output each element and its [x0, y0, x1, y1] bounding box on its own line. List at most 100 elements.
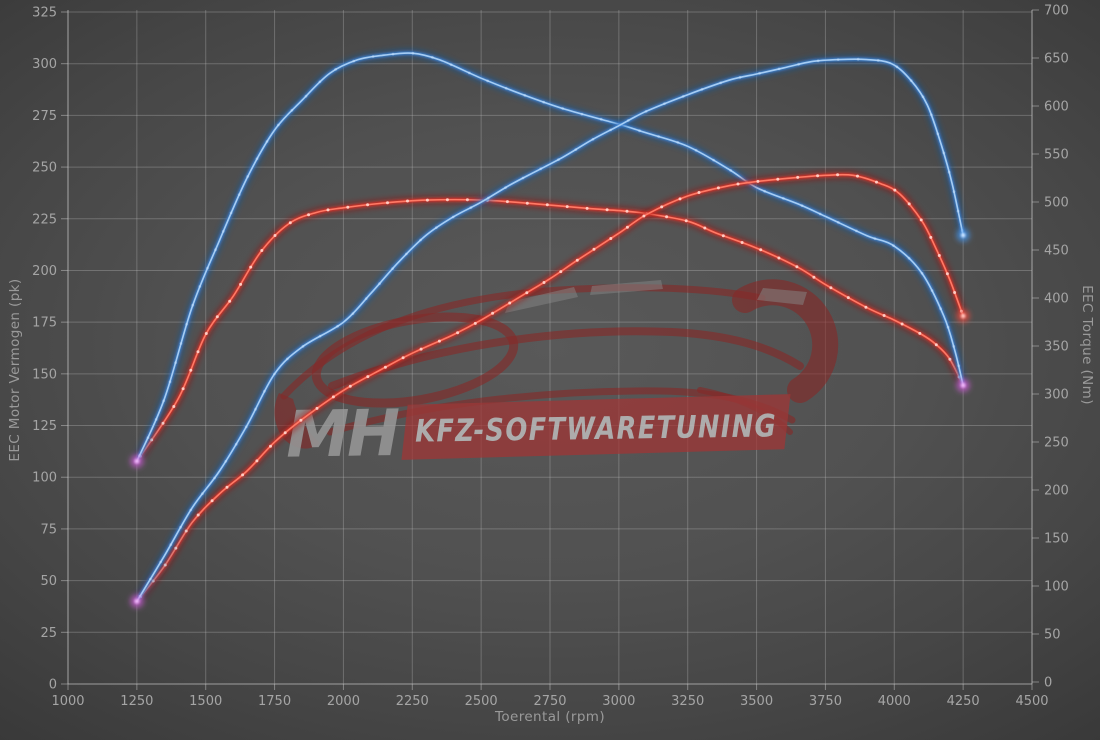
- power-original-marker-dot: [559, 270, 563, 274]
- y-right-tick-label: 350: [1044, 340, 1069, 355]
- y-left-tick-label: 125: [32, 419, 57, 434]
- y-right-tick-label: 400: [1044, 292, 1069, 307]
- power-tuned-marker-dot: [213, 476, 217, 480]
- torque-tuned-marker-dot: [431, 56, 434, 59]
- power-tuned-marker-dot: [539, 167, 543, 171]
- power-tuned-marker-dot: [189, 508, 193, 512]
- power-tuned-marker-dot: [719, 81, 723, 85]
- power-tuned-marker-dot: [591, 137, 595, 141]
- power-tuned-line: [136, 58, 964, 603]
- power-tuned-marker-dot: [816, 59, 820, 63]
- torque-original-marker-dot: [795, 265, 799, 269]
- tick-marks: [61, 9, 1039, 690]
- watermark: MH KFZ-SOFTWARETUNING: [274, 279, 839, 473]
- x-tick-label: 1000: [51, 694, 84, 709]
- torque-original-marker-dot: [204, 332, 208, 335]
- power-tuned-marker-dot: [895, 65, 899, 69]
- torque-tuned-marker-dot: [191, 303, 195, 307]
- power-tuned-marker-dot: [738, 76, 742, 79]
- power-original-marker-dot: [796, 175, 800, 179]
- torque-original-marker-dot: [721, 234, 725, 238]
- power-tuned-marker-dot: [364, 297, 368, 300]
- power-tuned-marker-dot: [434, 226, 438, 230]
- torque-original-marker-dot: [948, 357, 952, 361]
- torque-original-marker-dot: [196, 350, 200, 354]
- y-right-tick-label: 550: [1044, 148, 1069, 163]
- torque-tuned-marker-dot: [729, 169, 733, 172]
- torque-original-marker-dot: [684, 219, 688, 223]
- torque-tuned-marker-dot: [836, 221, 840, 224]
- torque-original-marker-dot: [249, 265, 253, 269]
- power-original-marker-dot: [660, 205, 664, 209]
- power-original-marker-dot: [716, 186, 720, 190]
- power-tuned-marker-dot: [149, 577, 152, 581]
- power-tuned-marker-dot: [254, 407, 257, 411]
- power-original-marker-dot: [816, 174, 820, 178]
- torque-tuned-marker-dot: [290, 108, 294, 112]
- torque-tuned-marker-dot: [873, 237, 877, 241]
- power-tuned-marker-dot: [336, 324, 339, 328]
- torque-tuned-marker-dot: [907, 256, 911, 260]
- power-original-marker-dot: [383, 365, 387, 369]
- y-left-tick-label: 100: [32, 471, 57, 486]
- power-tuned-marker-dot: [469, 206, 473, 210]
- torque-tuned-marker-dot: [449, 63, 453, 66]
- power-tuned-marker-dot: [318, 334, 322, 338]
- power-tuned-marker-dot: [856, 57, 860, 61]
- torque-tuned-marker-dot: [318, 80, 322, 84]
- torque-tuned-marker-dot: [411, 51, 415, 55]
- torque-original-marker-dot: [585, 206, 589, 210]
- torque-original-marker-dot: [846, 296, 850, 300]
- torque-tuned-marker-dot: [265, 140, 269, 143]
- watermark-banner-text: KFZ-SOFTWARETUNING: [415, 408, 777, 449]
- torque-original-line: [136, 198, 964, 462]
- torque-original-marker-dot: [406, 199, 409, 203]
- y-left-tick-label: 250: [32, 161, 57, 176]
- torque-tuned-marker-dot: [255, 157, 259, 161]
- y-right-tick-label: 0: [1044, 676, 1052, 691]
- torque-tuned-marker-dot: [229, 211, 233, 215]
- power-original-marker-dot: [929, 235, 933, 239]
- endpoint-glow-magenta: [130, 594, 144, 608]
- y-right-tick-label: 650: [1044, 52, 1069, 67]
- power-original-marker-dot: [225, 485, 229, 489]
- series-power-original: [132, 170, 968, 606]
- power-tuned-marker-dot: [700, 88, 704, 91]
- torque-original-marker-dot: [189, 368, 193, 372]
- torque-tuned-marker-dot: [246, 175, 250, 178]
- power-tuned-marker-dot: [909, 79, 913, 82]
- torque-original-marker-dot: [346, 205, 350, 209]
- power-original-marker-dot: [269, 444, 272, 448]
- power-original-marker-dot: [678, 197, 682, 201]
- y-left-tick-label: 75: [40, 522, 57, 537]
- torque-original-marker-dot: [625, 209, 629, 213]
- watermark-car-rear-fender: [732, 279, 839, 403]
- torque-original-marker-dot: [545, 203, 549, 207]
- torque-original-marker-dot: [740, 241, 744, 244]
- power-tuned-marker-dot: [947, 170, 951, 174]
- torque-original-marker-dot: [161, 421, 165, 425]
- torque-tuned-marker-dot: [599, 117, 603, 121]
- torque-tuned-marker-dot: [638, 129, 641, 133]
- torque-tuned-marker-dot: [168, 380, 172, 384]
- torque-tuned-marker-dot: [523, 94, 527, 97]
- power-tuned-marker-dot: [921, 95, 925, 99]
- power-original-marker-dot: [419, 347, 423, 351]
- y-left-tick-label: 225: [32, 212, 57, 227]
- power-original-marker-dot: [196, 513, 200, 517]
- torque-tuned-marker-dot: [542, 100, 546, 104]
- torque-tuned-marker-dot: [930, 289, 934, 292]
- x-tick-label: 1250: [120, 694, 153, 709]
- power-original-marker-dot: [836, 173, 840, 177]
- power-tuned-marker-dot: [286, 357, 289, 361]
- power-tuned-marker-dot: [244, 425, 248, 429]
- endpoint-glow-blue: [956, 228, 970, 242]
- y-right-tick-label: 200: [1044, 484, 1069, 499]
- power-tuned-marker-dot: [956, 209, 960, 213]
- torque-tuned-marker-dot: [221, 229, 225, 233]
- torque-original-marker-dot: [812, 275, 816, 279]
- torque-original-marker-dot: [703, 226, 707, 230]
- endpoint-glow-magenta: [956, 378, 970, 392]
- power-original-marker-dot: [473, 321, 477, 325]
